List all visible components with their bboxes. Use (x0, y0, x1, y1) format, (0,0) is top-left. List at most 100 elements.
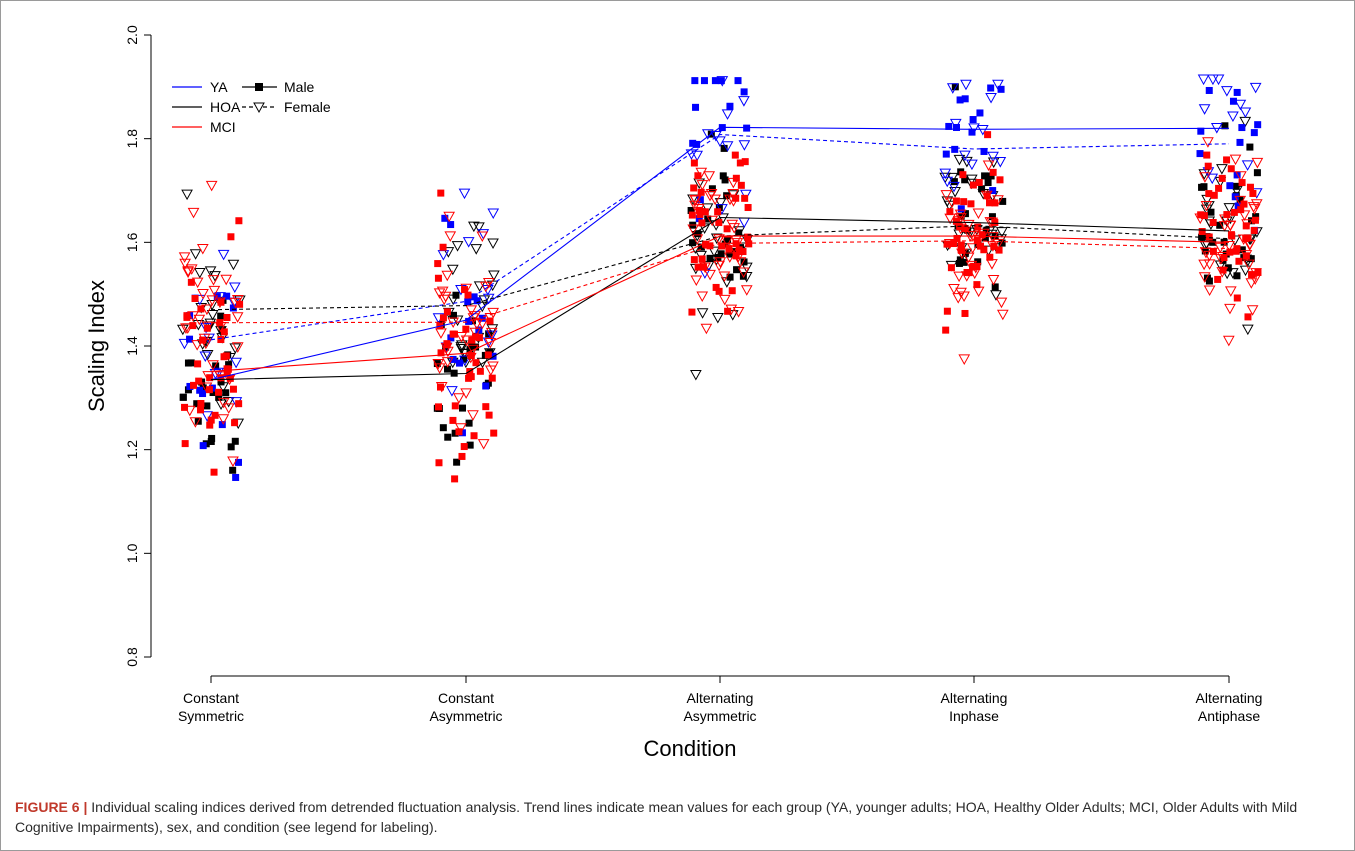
point-female (486, 324, 499, 335)
point-female (462, 237, 475, 248)
point-male (1233, 245, 1241, 253)
point-male (1240, 200, 1248, 208)
point-female (727, 196, 740, 207)
point-male (186, 382, 194, 390)
point-male (987, 84, 995, 92)
point-female (217, 397, 230, 409)
point-male (179, 393, 187, 401)
point-female (696, 308, 709, 319)
point-male (997, 85, 1005, 93)
point-female (953, 271, 965, 283)
point-female (1203, 259, 1216, 270)
y-tick-label: 1.2 (124, 440, 140, 460)
point-female (1226, 268, 1239, 279)
point-male (467, 352, 475, 360)
point-male (437, 189, 445, 197)
point-female (196, 243, 209, 255)
point-female (1197, 74, 1210, 86)
point-female (740, 285, 753, 296)
point-male (189, 322, 197, 330)
point-female (433, 363, 446, 374)
y-tick-label: 2.0 (124, 25, 140, 45)
point-female (441, 270, 454, 282)
point-female (1250, 268, 1262, 279)
point-female (470, 319, 483, 330)
point-female (217, 249, 230, 261)
point-female (1224, 220, 1237, 232)
point-female (954, 209, 967, 221)
point-male (1227, 231, 1235, 239)
point-female (691, 234, 704, 245)
point-female (1230, 185, 1243, 197)
x-tick-label: Symmetric (178, 708, 244, 724)
point-female (217, 414, 230, 425)
point-male (1236, 138, 1244, 146)
point-female (227, 259, 240, 271)
point-female (1224, 303, 1236, 315)
point-female (455, 343, 468, 355)
point-male (1205, 86, 1213, 94)
point-male (451, 402, 459, 410)
point-male (1233, 88, 1241, 96)
point-male (470, 432, 478, 440)
point-male (1197, 127, 1205, 135)
point-female (189, 417, 202, 428)
point-female (444, 231, 457, 242)
point-female (1194, 213, 1207, 225)
point-male (1254, 268, 1262, 276)
point-male (1200, 183, 1208, 191)
point-female (946, 197, 958, 209)
point-female (1215, 254, 1227, 265)
point-female (733, 226, 746, 237)
point-female (206, 310, 219, 321)
point-male (702, 240, 710, 248)
point-male (694, 263, 702, 271)
point-female (948, 283, 960, 295)
point-male (439, 424, 447, 432)
point-male (1198, 228, 1206, 236)
point-male (217, 378, 225, 386)
point-male (1218, 174, 1226, 182)
point-male (229, 466, 237, 474)
point-male (957, 241, 965, 249)
point-female (977, 228, 990, 240)
point-female (199, 351, 212, 362)
point-male (726, 273, 734, 281)
point-male (697, 243, 705, 251)
point-male (482, 403, 490, 411)
point-female (952, 293, 965, 304)
point-male (1216, 221, 1224, 229)
point-male (698, 219, 706, 227)
point-male (731, 151, 739, 159)
point-female (1203, 250, 1216, 262)
point-female (1240, 250, 1253, 261)
point-male (197, 406, 205, 414)
point-female (996, 309, 1009, 321)
point-female (451, 315, 464, 327)
point-male (712, 283, 720, 291)
point-female (476, 357, 489, 369)
point-male (450, 330, 458, 338)
point-male (717, 250, 725, 258)
point-female (1224, 286, 1237, 297)
point-male (235, 400, 243, 408)
point-male (951, 145, 959, 153)
point-male (1207, 208, 1215, 216)
point-female (982, 160, 995, 172)
point-female (972, 208, 985, 220)
point-female (962, 252, 975, 264)
scatter-points (176, 74, 1264, 483)
point-female (458, 188, 471, 200)
point-female (972, 286, 985, 298)
point-male (695, 206, 703, 214)
point-female (1241, 324, 1254, 336)
point-male (947, 264, 955, 272)
trend-line-ya-male (210, 126, 1230, 381)
point-female (737, 267, 750, 278)
point-female (214, 297, 226, 309)
point-female (1221, 268, 1233, 280)
point-male (1197, 211, 1205, 219)
point-female (714, 198, 727, 209)
point-female (485, 327, 498, 339)
